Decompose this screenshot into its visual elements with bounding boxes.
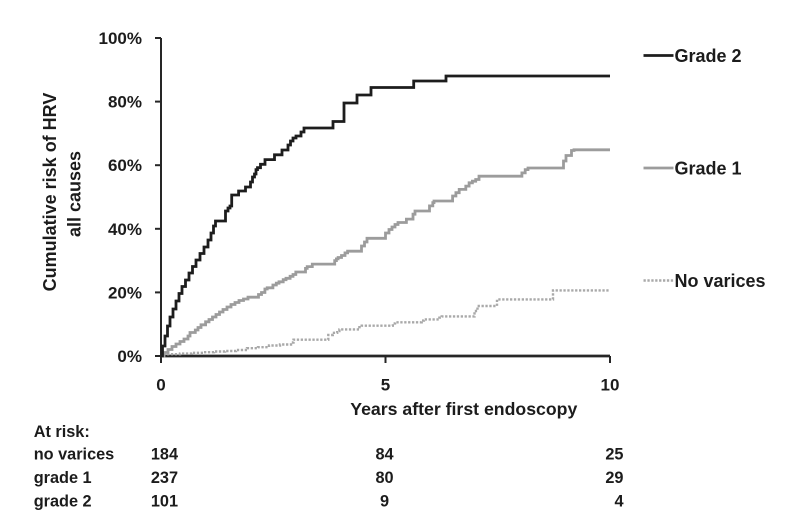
svg-text:No varices: No varices <box>675 271 766 291</box>
svg-text:80: 80 <box>375 469 393 487</box>
svg-text:Years after first endoscopy: Years after first endoscopy <box>350 399 577 419</box>
svg-text:60%: 60% <box>108 156 142 175</box>
svg-text:grade 1: grade 1 <box>34 469 92 487</box>
svg-text:Grade 2: Grade 2 <box>675 46 742 66</box>
svg-text:184: 184 <box>151 446 178 464</box>
svg-text:80%: 80% <box>108 93 142 112</box>
svg-text:all causes: all causes <box>64 151 84 237</box>
svg-text:Cumulative risk of HRV: Cumulative risk of HRV <box>40 93 60 292</box>
svg-text:0: 0 <box>156 376 165 395</box>
svg-text:9: 9 <box>380 493 389 511</box>
svg-text:no varices: no varices <box>34 446 115 464</box>
svg-text:100%: 100% <box>99 29 142 48</box>
svg-text:29: 29 <box>605 469 623 487</box>
svg-text:0%: 0% <box>117 347 142 366</box>
svg-text:101: 101 <box>151 493 178 511</box>
svg-text:10: 10 <box>601 376 620 395</box>
svg-text:At risk:: At risk: <box>34 423 90 441</box>
svg-text:20%: 20% <box>108 283 142 302</box>
svg-text:grade 2: grade 2 <box>34 493 92 511</box>
svg-text:Grade 1: Grade 1 <box>675 158 742 178</box>
svg-text:4: 4 <box>614 493 623 511</box>
svg-text:237: 237 <box>151 469 178 487</box>
svg-text:84: 84 <box>375 446 393 464</box>
svg-text:5: 5 <box>381 376 390 395</box>
svg-text:25: 25 <box>605 446 623 464</box>
svg-text:40%: 40% <box>108 220 142 239</box>
